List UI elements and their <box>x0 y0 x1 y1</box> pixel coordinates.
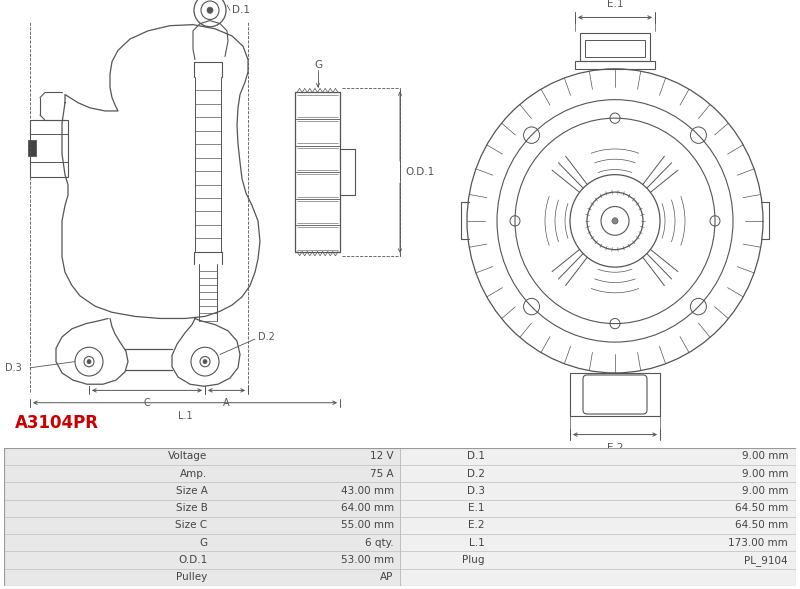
Bar <box>4 517 400 534</box>
Bar <box>4 465 400 482</box>
Text: 64.00 mm: 64.00 mm <box>341 503 394 513</box>
Bar <box>400 465 796 482</box>
Text: D.2: D.2 <box>466 469 485 479</box>
Text: 64.50 mm: 64.50 mm <box>735 521 788 531</box>
Bar <box>30 134 68 163</box>
Text: 53.00 mm: 53.00 mm <box>341 555 394 565</box>
Text: D.3: D.3 <box>6 363 22 373</box>
Bar <box>400 569 796 586</box>
Text: E.2: E.2 <box>468 521 485 531</box>
Text: 43.00 mm: 43.00 mm <box>341 486 394 496</box>
Text: Size B: Size B <box>176 503 207 513</box>
Text: D.1: D.1 <box>232 5 250 15</box>
Text: 173.00 mm: 173.00 mm <box>728 538 788 548</box>
Text: 64.50 mm: 64.50 mm <box>735 503 788 513</box>
Text: Amp.: Amp. <box>180 469 207 479</box>
Text: Voltage: Voltage <box>168 451 207 461</box>
Bar <box>4 551 400 569</box>
Text: 12 V: 12 V <box>370 451 394 461</box>
Text: L.1: L.1 <box>469 538 485 548</box>
Bar <box>575 61 655 69</box>
FancyBboxPatch shape <box>583 375 647 414</box>
Circle shape <box>207 7 213 14</box>
Bar <box>400 448 796 465</box>
Text: 75 A: 75 A <box>370 469 394 479</box>
Bar <box>400 534 796 551</box>
Text: 9.00 mm: 9.00 mm <box>742 486 788 496</box>
Text: C: C <box>144 398 150 408</box>
Text: 55.00 mm: 55.00 mm <box>341 521 394 531</box>
Text: G: G <box>199 538 207 548</box>
Text: G: G <box>314 60 322 70</box>
Text: O.D.1: O.D.1 <box>178 555 207 565</box>
Text: D.2: D.2 <box>258 332 275 342</box>
Circle shape <box>203 359 207 363</box>
Bar <box>4 448 400 465</box>
Text: Pulley: Pulley <box>176 573 207 583</box>
Text: E.1: E.1 <box>606 0 623 9</box>
Text: Plug: Plug <box>462 555 485 565</box>
Text: AP: AP <box>380 573 394 583</box>
Text: 9.00 mm: 9.00 mm <box>742 469 788 479</box>
Text: D.1: D.1 <box>466 451 485 461</box>
Text: PL_9104: PL_9104 <box>745 555 788 565</box>
Bar <box>400 551 796 569</box>
Text: O.D.1: O.D.1 <box>405 167 434 177</box>
Bar <box>400 517 796 534</box>
Bar <box>570 373 660 416</box>
Bar <box>30 120 68 177</box>
Bar <box>4 482 400 499</box>
Text: Size A: Size A <box>176 486 207 496</box>
Bar <box>4 569 400 586</box>
Text: 6 qty.: 6 qty. <box>365 538 394 548</box>
Text: A: A <box>223 398 230 408</box>
Bar <box>400 499 796 517</box>
Text: E.2: E.2 <box>606 443 623 453</box>
Text: E.1: E.1 <box>468 503 485 513</box>
Text: D.3: D.3 <box>466 486 485 496</box>
Bar <box>585 40 645 57</box>
Circle shape <box>87 359 91 363</box>
Bar <box>400 482 796 499</box>
Text: Size C: Size C <box>175 521 207 531</box>
Bar <box>4 499 400 517</box>
Bar <box>4 534 400 551</box>
Text: 9.00 mm: 9.00 mm <box>742 451 788 461</box>
Bar <box>580 33 650 61</box>
Bar <box>28 140 36 156</box>
Circle shape <box>612 218 618 224</box>
Text: A3104PR: A3104PR <box>15 414 99 432</box>
Text: L.1: L.1 <box>178 411 192 421</box>
